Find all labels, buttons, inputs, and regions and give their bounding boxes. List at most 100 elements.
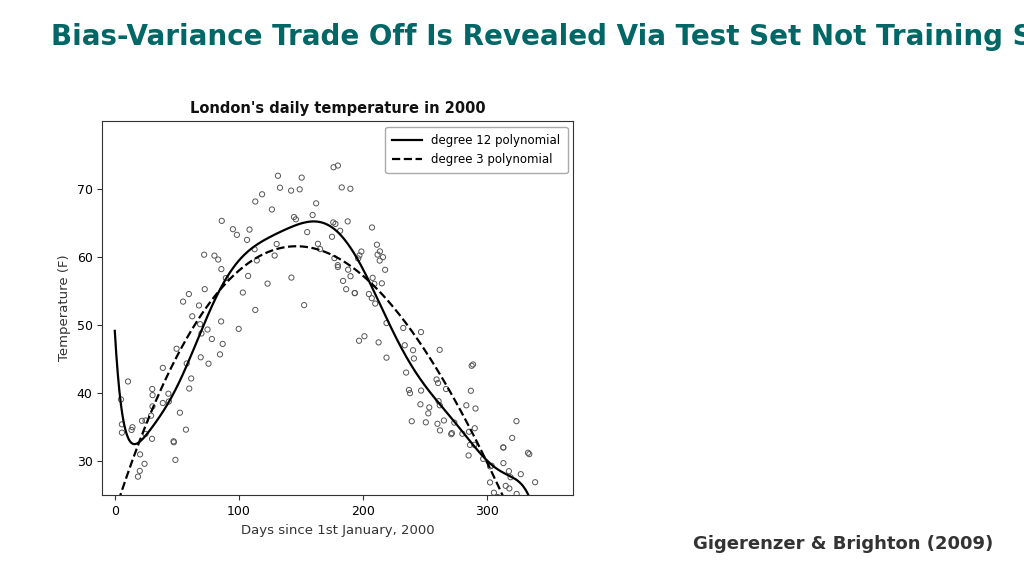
Point (489, 492, 506, 502)
Point (200, 325, 216, 334)
Point (137, 429, 154, 438)
Point (365, 273, 381, 282)
degree 3 polynomial (188, 321, 201, 328)
Point (204, 335, 220, 344)
Point (175, 297, 191, 306)
Point (124, 423, 140, 432)
Point (433, 505, 450, 514)
Point (292, 185, 308, 194)
Point (467, 423, 483, 433)
Point (214, 216, 230, 225)
Point (132, 466, 148, 475)
Point (134, 416, 151, 426)
Point (353, 247, 370, 256)
Point (330, 263, 346, 272)
Point (206, 251, 222, 260)
Point (326, 162, 342, 172)
Point (213, 264, 229, 274)
Point (340, 265, 356, 274)
Point (413, 400, 429, 409)
Point (166, 438, 182, 447)
Point (498, 481, 514, 490)
X-axis label: Days since 1st January, 2000: Days since 1st January, 2000 (241, 524, 435, 537)
Point (406, 354, 422, 363)
Point (371, 338, 387, 347)
Point (377, 265, 393, 274)
Point (334, 183, 350, 192)
Point (160, 389, 176, 399)
Point (367, 279, 383, 289)
Point (224, 225, 241, 234)
Point (458, 401, 474, 410)
Point (430, 396, 446, 406)
Point (398, 368, 415, 377)
Point (430, 378, 446, 388)
Line: degree 3 polynomial: degree 3 polynomial (115, 247, 567, 576)
Point (161, 397, 177, 406)
Point (539, 553, 555, 562)
Point (249, 256, 265, 265)
Point (461, 451, 477, 460)
degree 12 polynomial (412, 372, 424, 379)
Point (482, 510, 499, 520)
Point (364, 223, 380, 232)
Point (347, 289, 364, 298)
Point (309, 239, 326, 248)
degree 3 polynomial (225, 274, 238, 281)
Point (144, 384, 161, 393)
Point (507, 498, 523, 507)
Point (266, 251, 283, 260)
Point (264, 205, 281, 214)
Point (369, 240, 385, 249)
degree 12 polynomial (314, 219, 327, 226)
Point (396, 340, 413, 350)
Text: Bias-Variance Trade Off Is Revealed Via Test Set Not Training Set: Bias-Variance Trade Off Is Revealed Via … (51, 23, 1024, 51)
Point (180, 289, 197, 298)
Point (178, 359, 195, 368)
Point (431, 401, 447, 410)
Point (247, 305, 263, 314)
degree 3 polynomial (376, 291, 388, 298)
degree 3 polynomial (412, 336, 424, 343)
Point (438, 384, 455, 393)
Point (308, 199, 325, 208)
Point (509, 489, 525, 498)
Point (197, 285, 213, 294)
Point (367, 299, 383, 308)
Point (230, 324, 247, 334)
Point (113, 395, 129, 404)
Point (418, 418, 434, 427)
Point (462, 440, 478, 449)
Point (342, 272, 358, 281)
Point (342, 184, 358, 194)
Point (431, 345, 447, 354)
Point (485, 488, 502, 497)
Point (193, 353, 209, 362)
Point (136, 459, 153, 468)
Point (271, 183, 288, 192)
Point (467, 404, 483, 413)
Point (286, 213, 302, 222)
Point (413, 327, 429, 336)
Point (212, 350, 228, 359)
Point (443, 429, 460, 438)
Point (240, 271, 256, 281)
Point (324, 232, 340, 241)
Point (234, 288, 251, 297)
Point (183, 374, 200, 383)
Point (521, 449, 538, 458)
Point (372, 256, 388, 265)
Point (508, 549, 524, 558)
Point (501, 484, 517, 493)
Point (504, 506, 520, 516)
Point (213, 317, 229, 326)
Point (436, 416, 453, 425)
Point (304, 210, 321, 219)
Point (443, 430, 460, 439)
Point (166, 437, 182, 446)
Point (421, 403, 437, 412)
Point (130, 472, 146, 481)
degree 12 polynomial (451, 420, 463, 427)
Point (218, 274, 234, 283)
Point (523, 506, 540, 515)
